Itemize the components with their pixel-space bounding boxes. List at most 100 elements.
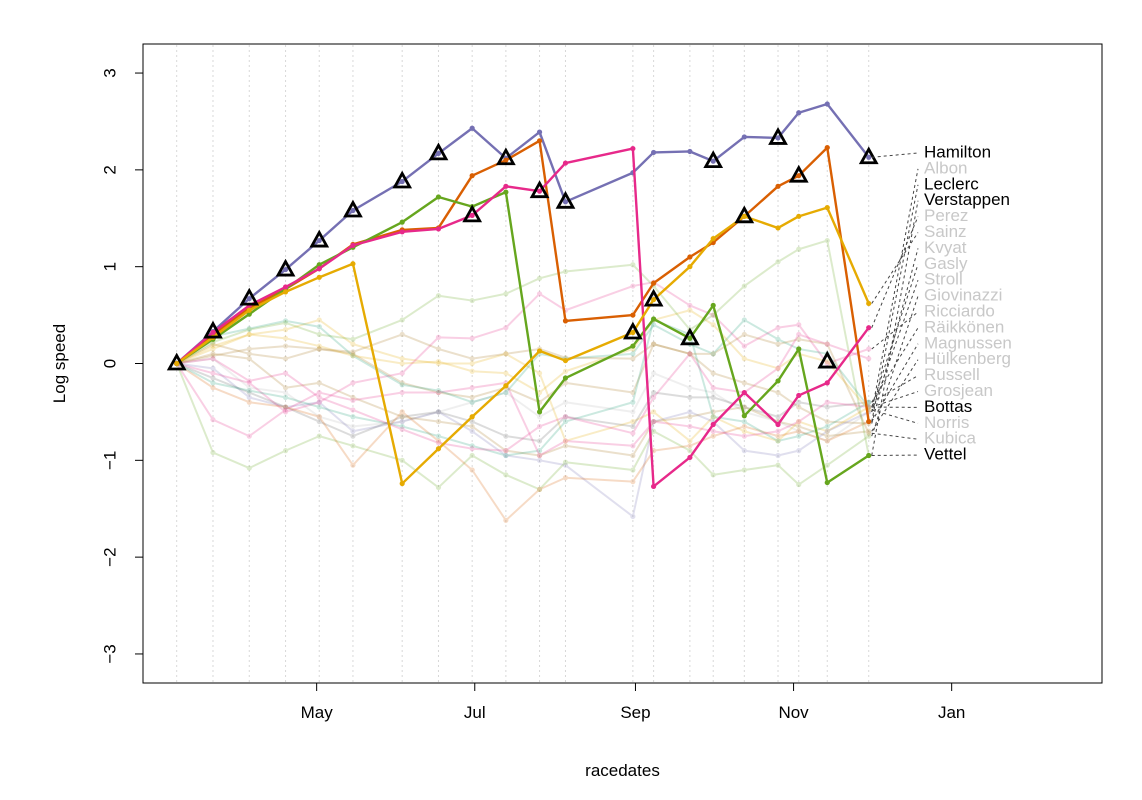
label-leader-line [871,264,919,408]
data-point [316,331,322,338]
data-point [469,443,475,449]
data-point [350,351,356,357]
data-point [503,452,509,459]
data-point [316,346,322,352]
data-point [246,351,252,357]
label-leader-line [871,359,919,432]
data-point [399,426,405,432]
data-point [651,428,657,434]
data-point [350,341,356,347]
data-point [775,438,781,444]
data-point [503,448,509,454]
series-gasly [174,317,872,444]
label-leader-line [871,391,919,408]
data-point [536,275,543,281]
data-point [399,418,405,425]
data-point [246,331,252,338]
data-point [469,418,475,425]
data-point [687,335,693,341]
data-point [630,145,636,152]
data-point [435,409,442,415]
data-point [536,138,543,144]
data-point [210,343,216,349]
x-tick-label: Sep [620,703,650,722]
data-point [741,413,747,419]
data-point [796,423,802,430]
data-point [824,423,830,430]
data-point [282,343,289,349]
data-point [630,430,636,436]
data-point [866,300,872,307]
data-point [435,440,442,446]
series-line [176,362,870,518]
data-point [796,336,802,342]
data-point [796,399,802,405]
data-point [316,274,322,280]
winner-marker [392,170,413,189]
data-point [562,443,569,449]
data-point [282,448,289,454]
data-point [775,389,781,396]
data-point [210,329,216,336]
data-point [824,479,830,486]
end-label: Giovinazzi [924,286,1002,305]
series-vettel [174,237,872,459]
data-point [710,414,716,420]
data-point [246,394,252,400]
data-point [282,284,289,290]
label-leader-line [871,216,919,328]
data-point [435,360,442,367]
data-point [282,404,289,410]
data-point [536,370,543,376]
data-point [630,356,636,362]
data-point [399,389,405,396]
data-point [246,296,252,302]
data-point [316,399,322,405]
data-point [741,331,747,338]
data-point [536,486,543,492]
label-leader-line [871,184,919,422]
data-point [710,351,716,357]
data-point [174,360,180,367]
data-point [824,341,830,347]
data-point [824,101,830,107]
data-point [350,353,356,359]
data-point [775,341,781,347]
data-point [741,448,747,454]
data-point [630,418,636,425]
data-point [630,479,636,485]
data-point [536,452,543,459]
data-point [775,428,781,434]
data-point [796,481,802,488]
data-point [469,360,475,367]
data-point [775,135,781,141]
data-point [710,409,716,415]
data-point [710,236,716,242]
data-point [562,414,569,420]
data-point [210,375,216,381]
data-point [435,484,442,491]
data-point [866,399,872,405]
data-point [282,385,289,391]
data-point [350,423,356,430]
data-point [824,399,830,405]
data-point [399,178,405,185]
data-point [741,213,747,219]
data-point [210,449,216,456]
data-point [651,418,657,425]
data-point [687,302,693,309]
winner-marker [166,352,187,371]
y-tick-label: 3 [100,68,119,77]
data-point [282,266,289,273]
series-hülkenberg [174,351,872,459]
data-point [710,389,716,396]
data-point [710,385,716,391]
data-point [469,399,475,405]
y-tick-label: 2 [100,165,119,174]
data-point [210,341,216,347]
data-point [775,325,781,331]
data-point [210,365,216,371]
data-point [435,346,442,352]
data-point [350,433,356,439]
